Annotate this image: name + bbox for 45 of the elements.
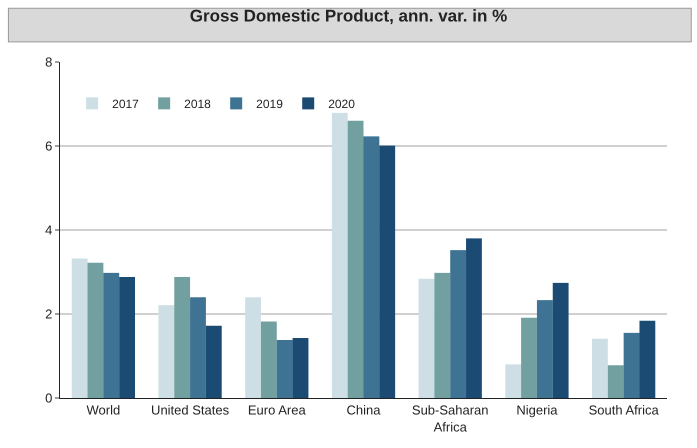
bar: [158, 305, 174, 398]
x-tick-label: United States: [151, 402, 230, 418]
bar: [245, 297, 261, 398]
bar: [536, 300, 553, 398]
bar: [624, 332, 640, 398]
bar: [276, 340, 293, 398]
bar: [174, 277, 190, 398]
x-tick-label: China: [346, 402, 382, 418]
bar: [332, 112, 348, 398]
bar: [418, 278, 434, 398]
bar: [434, 272, 450, 398]
bar: [260, 322, 277, 398]
bar: [206, 326, 222, 398]
bar: [72, 258, 88, 398]
chart-title: Gross Domestic Product, ann. var. in %: [190, 6, 508, 26]
bar: [119, 277, 136, 398]
bar: [639, 320, 656, 398]
bar: [379, 146, 396, 398]
bar: [466, 238, 482, 398]
bar: [103, 272, 120, 398]
y-tick-label: 2: [45, 306, 52, 322]
bar: [505, 364, 522, 398]
x-tick-label: Sub-Saharan Africa: [412, 402, 489, 434]
legend-label: 2019: [256, 97, 284, 112]
y-tick-label: 0: [45, 390, 52, 406]
bar: [190, 297, 206, 398]
y-tick-label: 8: [45, 54, 52, 70]
x-tick-label: South Africa: [588, 402, 660, 418]
bar: [348, 120, 364, 398]
y-tick-label: 4: [45, 222, 52, 238]
bar: [88, 262, 104, 398]
bar: [450, 250, 466, 398]
x-tick-label: Nigeria: [516, 402, 558, 418]
x-tick-label: World: [86, 402, 120, 418]
x-tick-label: Euro Area: [248, 402, 306, 418]
legend-label: 2018: [184, 97, 212, 112]
bar: [608, 365, 624, 398]
y-tick-label: 6: [45, 138, 52, 154]
bar: [292, 338, 308, 398]
bar: [552, 282, 569, 398]
bar: [521, 318, 537, 398]
legend-label: 2017: [112, 97, 140, 112]
bar: [592, 338, 608, 398]
bar: [364, 136, 380, 398]
legend-label: 2020: [328, 97, 356, 112]
